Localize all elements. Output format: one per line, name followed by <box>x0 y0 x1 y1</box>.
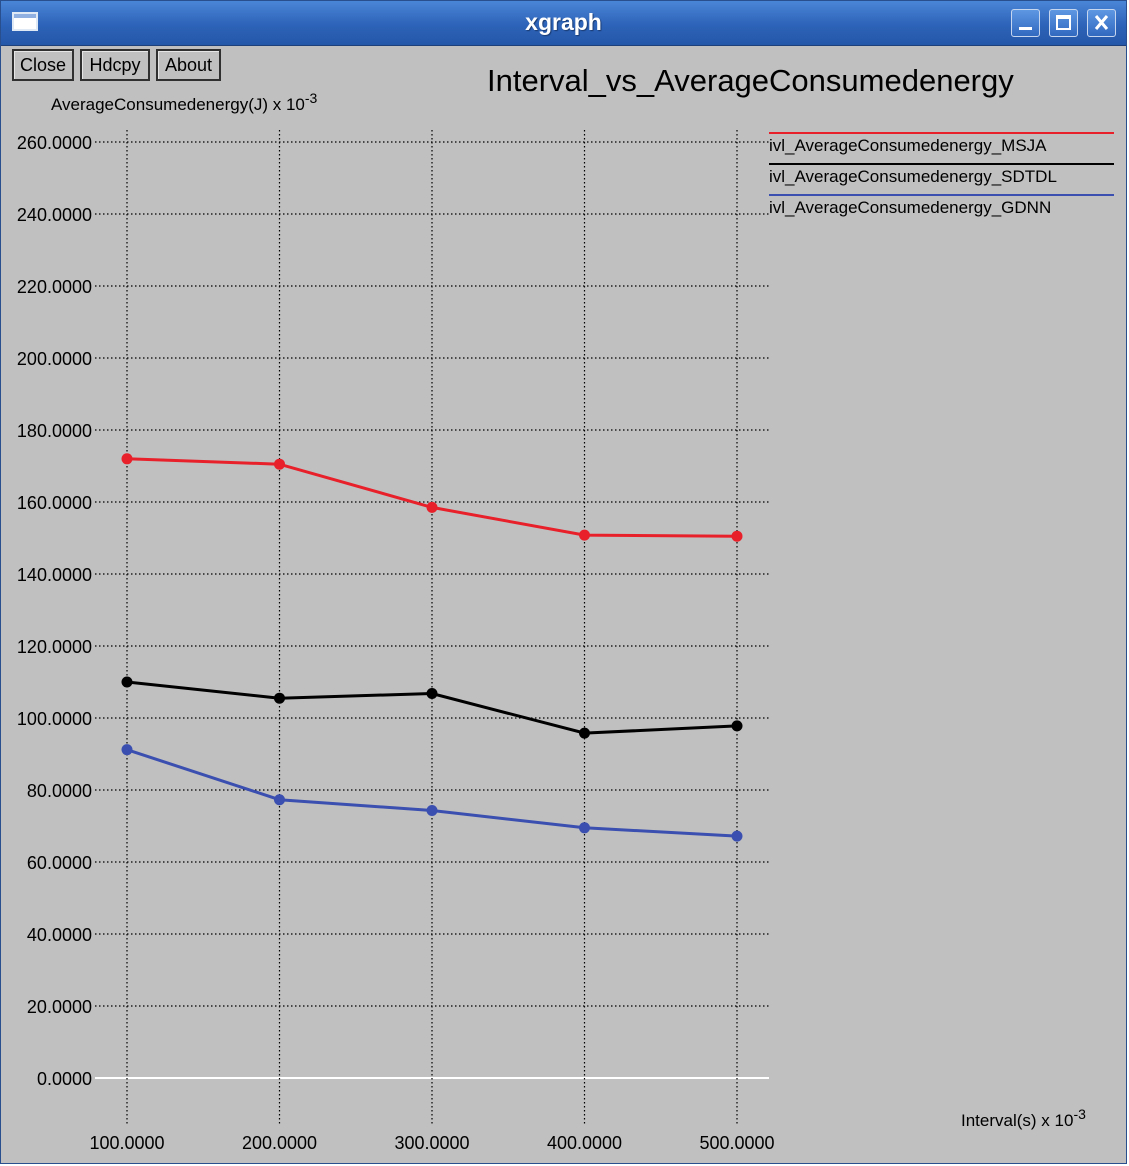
data-point <box>121 744 133 756</box>
title-bar[interactable]: xgraph <box>1 1 1126 46</box>
y-tick-label: 120.0000 <box>17 637 92 657</box>
chart-title: Interval_vs_AverageConsumedenergy <box>487 63 1014 98</box>
legend-label: ivl_AverageConsumedenergy_MSJA <box>769 136 1047 155</box>
y-tick-label: 260.0000 <box>17 133 92 153</box>
data-point <box>274 794 285 806</box>
x-tick-label: 400.0000 <box>547 1133 622 1153</box>
y-tick-label: 220.0000 <box>17 277 92 297</box>
legend-label: ivl_AverageConsumedenergy_GDNN <box>769 198 1051 217</box>
window-title: xgraph <box>525 9 602 35</box>
data-point <box>426 688 438 700</box>
data-point <box>121 453 133 465</box>
x-tick-label: 100.0000 <box>89 1133 164 1153</box>
about-button[interactable]: About <box>156 49 221 81</box>
close-button[interactable]: Close <box>12 49 74 81</box>
plot-area: Close Hdcpy About 0.0000 20.0000 40.0000 60… <box>3 46 1122 1161</box>
y-tick-label: 200.0000 <box>17 349 92 369</box>
data-point <box>731 720 743 732</box>
window-menu-icon[interactable] <box>12 12 38 31</box>
y-tick-label: 80.0000 <box>27 781 92 801</box>
x-tick-label: 200.0000 <box>242 1133 317 1153</box>
y-tick-label: 160.0000 <box>17 493 92 513</box>
data-point <box>579 529 590 541</box>
y-axis-label: AverageConsumedenergy(J) x 10-3 <box>51 90 318 114</box>
data-point <box>731 830 743 842</box>
data-point <box>121 676 133 688</box>
data-point <box>579 727 590 739</box>
minimize-icon[interactable] <box>1011 9 1040 37</box>
data-point <box>731 530 743 542</box>
data-point <box>274 458 285 470</box>
x-axis-label: Interval(s) x 10-3 <box>961 1106 1086 1130</box>
data-point <box>274 692 285 704</box>
hdcpy-button[interactable]: Hdcpy <box>80 49 150 81</box>
x-tick-label: 500.0000 <box>699 1133 774 1153</box>
y-tick-label: 100.0000 <box>17 709 92 729</box>
legend-label: ivl_AverageConsumedenergy_SDTDL <box>769 167 1057 186</box>
y-tick-label: 60.0000 <box>27 853 92 873</box>
data-point <box>579 822 590 834</box>
close-icon[interactable] <box>1087 9 1116 37</box>
y-tick-label: 180.0000 <box>17 421 92 441</box>
maximize-icon[interactable] <box>1049 9 1078 37</box>
y-tick-label: 140.0000 <box>17 565 92 585</box>
y-tick-label: 240.0000 <box>17 205 92 225</box>
y-tick-label: 0.0000 <box>37 1069 92 1089</box>
x-tick-label: 300.0000 <box>394 1133 469 1153</box>
y-tick-label: 40.0000 <box>27 925 92 945</box>
line-chart: 0.0000 20.0000 40.0000 60.0000 80.0000 100.00… <box>17 63 1114 1153</box>
y-tick-label: 20.0000 <box>27 997 92 1017</box>
data-point <box>426 805 438 817</box>
data-point <box>426 501 438 513</box>
